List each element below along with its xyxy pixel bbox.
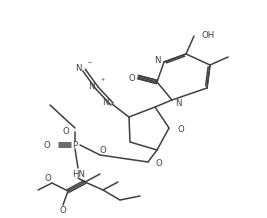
Text: N: N	[103, 97, 109, 107]
Text: HN: HN	[72, 170, 85, 179]
Text: O: O	[100, 145, 106, 155]
Text: N: N	[175, 99, 182, 107]
Text: P: P	[72, 140, 77, 150]
Text: O: O	[43, 140, 50, 150]
Text: O: O	[62, 126, 69, 136]
Text: N: N	[76, 63, 82, 73]
Text: O: O	[60, 206, 66, 215]
Text: O: O	[45, 174, 51, 182]
Text: N: N	[88, 82, 95, 90]
Text: O: O	[177, 124, 184, 133]
Text: N: N	[155, 56, 161, 65]
Text: OH: OH	[201, 31, 214, 39]
Text: O: O	[155, 158, 162, 167]
Text: O: O	[129, 73, 135, 82]
Text: $^-$: $^-$	[86, 60, 93, 66]
Text: $^+$: $^+$	[99, 78, 106, 84]
